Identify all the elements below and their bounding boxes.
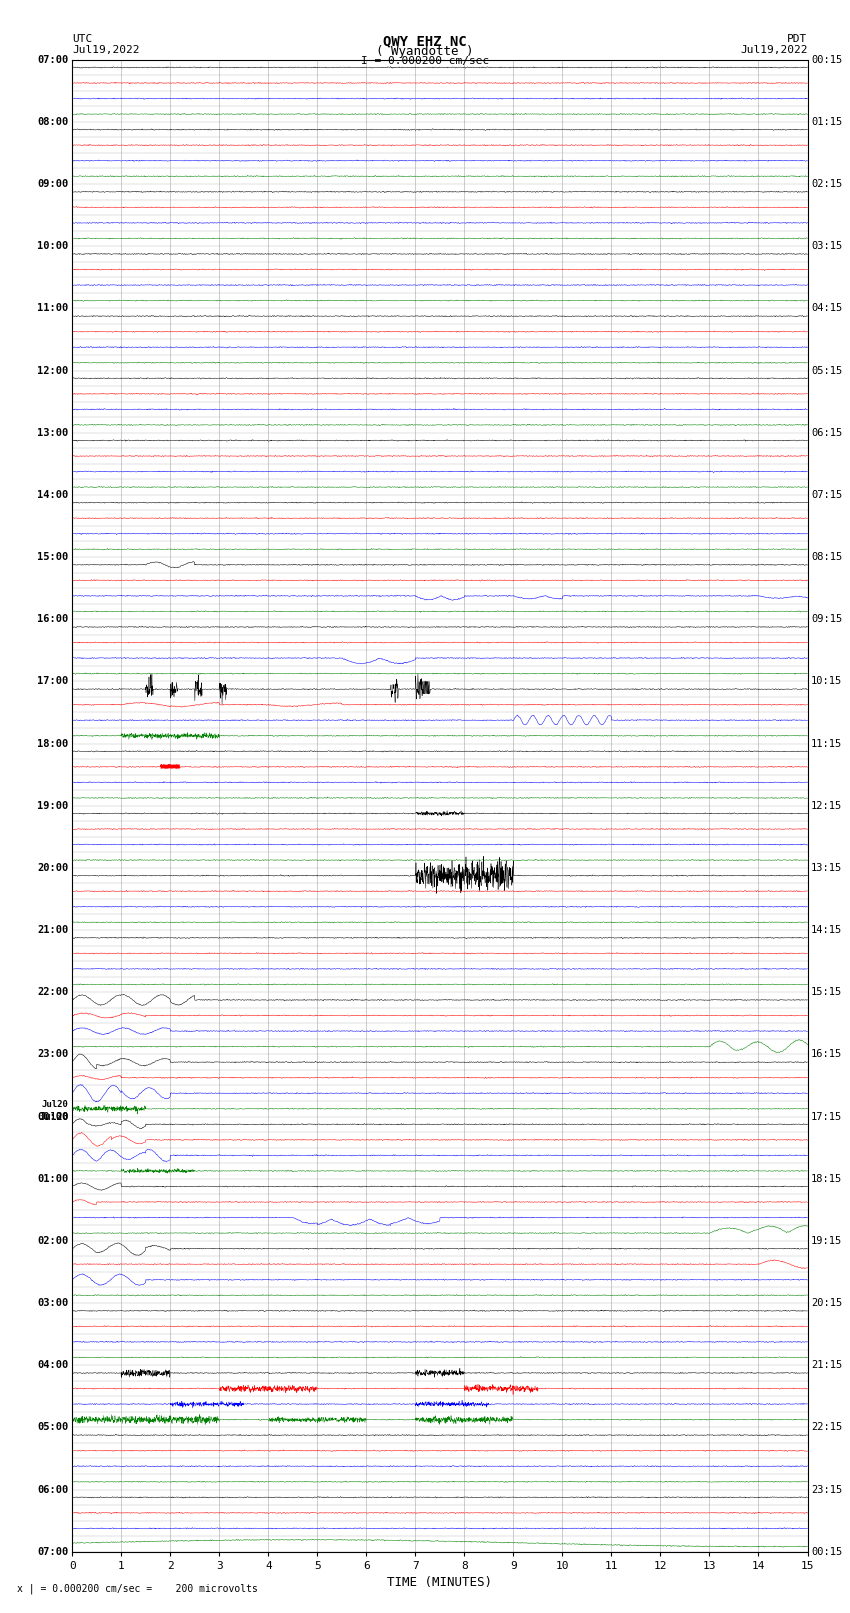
Text: 20:00: 20:00 [37,863,69,873]
Text: 03:00: 03:00 [37,1298,69,1308]
Text: 04:00: 04:00 [37,1360,69,1369]
Text: UTC: UTC [72,34,93,44]
Text: Jul19,2022: Jul19,2022 [740,45,808,55]
Text: 23:15: 23:15 [811,1484,842,1495]
Text: 00:15: 00:15 [811,55,842,65]
Text: 07:15: 07:15 [811,490,842,500]
Text: QWY EHZ NC: QWY EHZ NC [383,34,467,48]
Text: 13:00: 13:00 [37,427,69,437]
Text: 17:00: 17:00 [37,676,69,687]
Text: 23:00: 23:00 [37,1050,69,1060]
Text: 06:15: 06:15 [811,427,842,437]
Text: 01:00: 01:00 [37,1174,69,1184]
Text: 18:15: 18:15 [811,1174,842,1184]
Text: 07:00: 07:00 [37,55,69,65]
Text: 02:00: 02:00 [37,1236,69,1245]
Text: 12:00: 12:00 [37,366,69,376]
Text: 01:15: 01:15 [811,116,842,127]
Text: 12:15: 12:15 [811,800,842,811]
Text: 00:00: 00:00 [37,1111,69,1121]
Text: 21:15: 21:15 [811,1360,842,1369]
Text: 10:00: 10:00 [37,242,69,252]
Text: 03:15: 03:15 [811,242,842,252]
Text: 14:15: 14:15 [811,924,842,936]
Text: I = 0.000200 cm/sec: I = 0.000200 cm/sec [361,56,489,66]
Text: 11:15: 11:15 [811,739,842,748]
Text: PDT: PDT [787,34,808,44]
Text: 06:00: 06:00 [37,1484,69,1495]
Text: 18:00: 18:00 [37,739,69,748]
Text: 15:15: 15:15 [811,987,842,997]
Text: 21:00: 21:00 [37,924,69,936]
Text: 11:00: 11:00 [37,303,69,313]
Text: 02:15: 02:15 [811,179,842,189]
Text: 00:15: 00:15 [811,1547,842,1557]
Text: 09:00: 09:00 [37,179,69,189]
Text: ( Wyandotte ): ( Wyandotte ) [377,45,473,58]
Text: Jul20: Jul20 [42,1100,69,1110]
Text: 19:15: 19:15 [811,1236,842,1245]
Text: 09:15: 09:15 [811,615,842,624]
Text: 07:00: 07:00 [37,1547,69,1557]
Text: 05:15: 05:15 [811,366,842,376]
Text: 19:00: 19:00 [37,800,69,811]
Text: 22:00: 22:00 [37,987,69,997]
Text: Jul20: Jul20 [39,1111,69,1121]
Text: x | = 0.000200 cm/sec =    200 microvolts: x | = 0.000200 cm/sec = 200 microvolts [17,1582,258,1594]
Text: 17:15: 17:15 [811,1111,842,1121]
Text: 05:00: 05:00 [37,1423,69,1432]
Text: 20:15: 20:15 [811,1298,842,1308]
Text: 14:00: 14:00 [37,490,69,500]
Text: Jul19,2022: Jul19,2022 [72,45,139,55]
Text: 16:15: 16:15 [811,1050,842,1060]
Text: 08:15: 08:15 [811,552,842,561]
Text: 10:15: 10:15 [811,676,842,687]
Text: 04:15: 04:15 [811,303,842,313]
Text: 13:15: 13:15 [811,863,842,873]
Text: 08:00: 08:00 [37,116,69,127]
Text: 16:00: 16:00 [37,615,69,624]
X-axis label: TIME (MINUTES): TIME (MINUTES) [388,1576,492,1589]
Text: 22:15: 22:15 [811,1423,842,1432]
Text: 15:00: 15:00 [37,552,69,561]
